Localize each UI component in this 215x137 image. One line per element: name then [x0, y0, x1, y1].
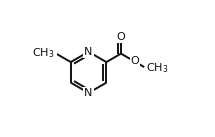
Text: O: O	[130, 56, 139, 66]
Text: CH$_3$: CH$_3$	[32, 46, 55, 60]
Text: CH$_3$: CH$_3$	[146, 61, 168, 75]
Text: N: N	[84, 88, 93, 98]
Text: O: O	[117, 32, 125, 42]
Text: N: N	[84, 47, 93, 57]
